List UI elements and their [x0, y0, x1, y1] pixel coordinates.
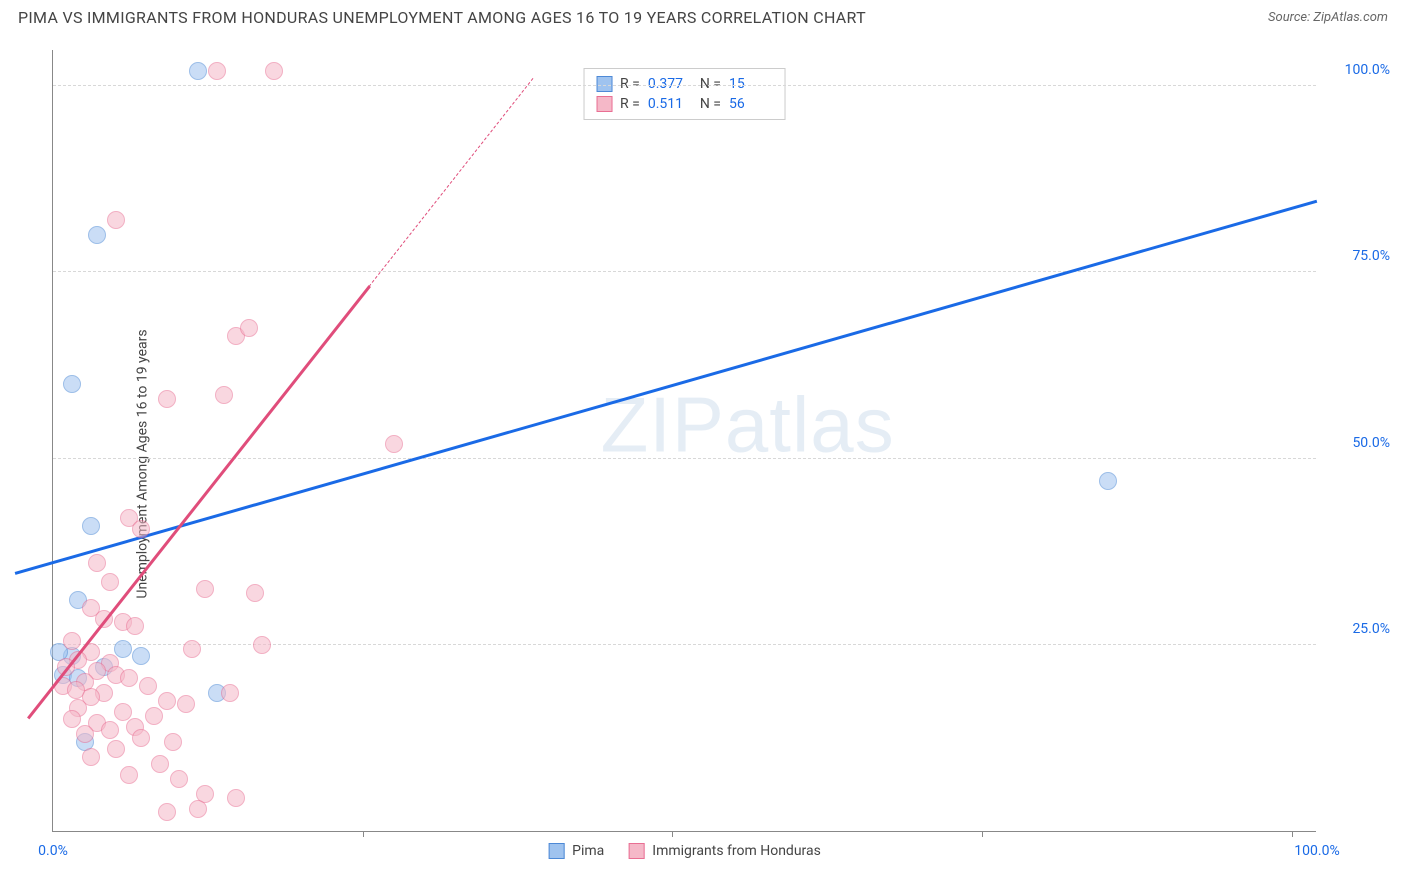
data-point-honduras — [151, 755, 169, 773]
data-point-pima — [132, 647, 150, 665]
chart-title: PIMA VS IMMIGRANTS FROM HONDURAS UNEMPLO… — [18, 8, 866, 27]
legend-r-label: R = — [620, 96, 640, 112]
y-tick-label: 75.0% — [1352, 248, 1390, 264]
legend-label: Pima — [572, 843, 604, 859]
legend-row: R = 0.377 N = 15 — [596, 74, 773, 94]
data-point-honduras — [385, 435, 403, 453]
data-point-honduras — [63, 632, 81, 650]
legend-swatch — [596, 76, 612, 92]
series-legend: Pima Immigrants from Honduras — [548, 843, 821, 859]
y-tick-label: 25.0% — [1352, 621, 1390, 637]
data-point-honduras — [164, 733, 182, 751]
legend-n-label: N = — [700, 96, 721, 112]
watermark-bold: ZIP — [601, 380, 725, 468]
data-point-honduras — [120, 766, 138, 784]
data-point-honduras — [126, 617, 144, 635]
legend-r-value: 0.377 — [648, 76, 692, 92]
x-tick-label: 0.0% — [38, 843, 68, 859]
data-point-honduras — [158, 390, 176, 408]
data-point-honduras — [158, 692, 176, 710]
data-point-honduras — [107, 740, 125, 758]
correlation-legend: R = 0.377 N = 15 R = 0.511 N = 56 — [583, 68, 786, 120]
x-tick-mark — [982, 831, 983, 837]
data-point-honduras — [265, 62, 283, 80]
trend-line — [15, 199, 1318, 574]
legend-r-value: 0.511 — [648, 96, 692, 112]
data-point-honduras — [101, 573, 119, 591]
chart-header: PIMA VS IMMIGRANTS FROM HONDURAS UNEMPLO… — [0, 0, 1406, 33]
data-point-honduras — [183, 640, 201, 658]
data-point-pima — [82, 517, 100, 535]
data-point-honduras — [227, 789, 245, 807]
data-point-honduras — [246, 584, 264, 602]
data-point-honduras — [82, 748, 100, 766]
y-tick-label: 100.0% — [1345, 62, 1390, 78]
legend-n-value: 15 — [729, 76, 773, 92]
gridline-h — [53, 458, 1316, 459]
data-point-honduras — [76, 725, 94, 743]
data-point-honduras — [139, 677, 157, 695]
data-point-honduras — [196, 580, 214, 598]
data-point-honduras — [132, 729, 150, 747]
data-point-honduras — [177, 695, 195, 713]
gridline-h — [53, 271, 1316, 272]
legend-swatch — [628, 843, 644, 859]
data-point-honduras — [221, 684, 239, 702]
data-point-honduras — [114, 703, 132, 721]
legend-n-value: 56 — [729, 96, 773, 112]
x-tick-mark — [672, 831, 673, 837]
data-point-honduras — [145, 707, 163, 725]
data-point-honduras — [240, 319, 258, 337]
data-point-pima — [189, 62, 207, 80]
x-tick-label: 100.0% — [1294, 843, 1339, 859]
legend-item: Pima — [548, 843, 604, 859]
data-point-honduras — [189, 800, 207, 818]
trend-line — [369, 78, 534, 287]
legend-row: R = 0.511 N = 56 — [596, 94, 773, 114]
data-point-honduras — [170, 770, 188, 788]
data-point-honduras — [132, 520, 150, 538]
data-point-honduras — [107, 211, 125, 229]
data-point-honduras — [101, 721, 119, 739]
data-point-honduras — [88, 554, 106, 572]
y-tick-label: 50.0% — [1352, 435, 1390, 451]
plot-area: ZIPatlas R =0.377N =15R =0.511N =56 Pima… — [52, 50, 1316, 832]
data-point-honduras — [253, 636, 271, 654]
data-point-pima — [1099, 472, 1117, 490]
legend-label: Immigrants from Honduras — [652, 843, 821, 859]
legend-item: Immigrants from Honduras — [628, 843, 821, 859]
data-point-pima — [88, 226, 106, 244]
x-tick-mark — [363, 831, 364, 837]
legend-n-label: N = — [700, 76, 721, 92]
data-point-pima — [114, 640, 132, 658]
legend-swatch — [596, 96, 612, 112]
data-point-honduras — [215, 386, 233, 404]
gridline-h — [53, 644, 1316, 645]
data-point-honduras — [208, 62, 226, 80]
data-point-honduras — [158, 803, 176, 821]
x-tick-mark — [1292, 831, 1293, 837]
data-point-honduras — [63, 710, 81, 728]
chart-source: Source: ZipAtlas.com — [1268, 10, 1388, 25]
legend-swatch — [548, 843, 564, 859]
data-point-honduras — [120, 669, 138, 687]
watermark-thin: atlas — [725, 380, 895, 468]
data-point-pima — [63, 375, 81, 393]
legend-r-label: R = — [620, 76, 640, 92]
gridline-h — [53, 85, 1316, 86]
chart-container: Unemployment Among Ages 16 to 19 years Z… — [0, 36, 1406, 892]
